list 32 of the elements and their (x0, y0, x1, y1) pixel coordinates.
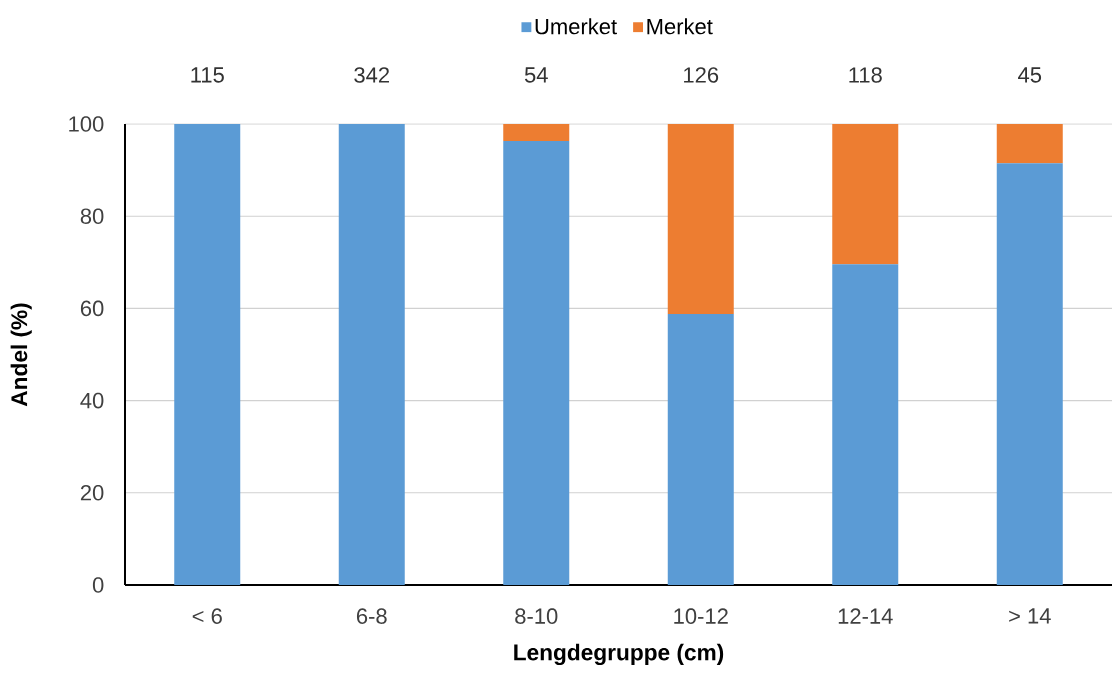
bar (503, 141, 570, 585)
bar (338, 124, 405, 585)
bar (503, 124, 570, 142)
bar (996, 124, 1063, 164)
text: 115 (191, 67, 224, 83)
bar (174, 124, 241, 585)
bar (667, 313, 734, 585)
x-tick-label: 6-8 (356, 608, 387, 624)
y-tick-label: 40 (80, 392, 104, 409)
y-axis-title: Andel (%) (10, 303, 32, 407)
text: 118 (849, 67, 882, 83)
text: 342 (354, 67, 389, 83)
y-tick-label: 100 (69, 116, 104, 132)
x-tick-label: 8-10 (515, 608, 558, 624)
y-tick-label: 0 (92, 577, 104, 593)
text: 126 (684, 67, 719, 83)
text: 54 (524, 67, 548, 83)
legend-label: Merket (647, 18, 713, 35)
x-tick-label: < 6 (192, 608, 222, 624)
y-tick-label: 60 (80, 300, 104, 317)
text: 45 (1018, 67, 1042, 83)
y-tick-label: 80 (80, 208, 104, 224)
bar (832, 124, 899, 265)
x-axis-title: Lengdegruppe (cm) (514, 643, 724, 666)
x-tick-label: 10-12 (674, 608, 728, 624)
legend-label: Umerket (535, 18, 617, 35)
y-tick-label: 20 (80, 485, 104, 501)
bar (832, 264, 899, 585)
x-tick-label: 12-14 (838, 608, 893, 624)
bar (996, 163, 1063, 585)
bar (667, 124, 734, 314)
x-tick-label: > 14 (1009, 608, 1051, 624)
